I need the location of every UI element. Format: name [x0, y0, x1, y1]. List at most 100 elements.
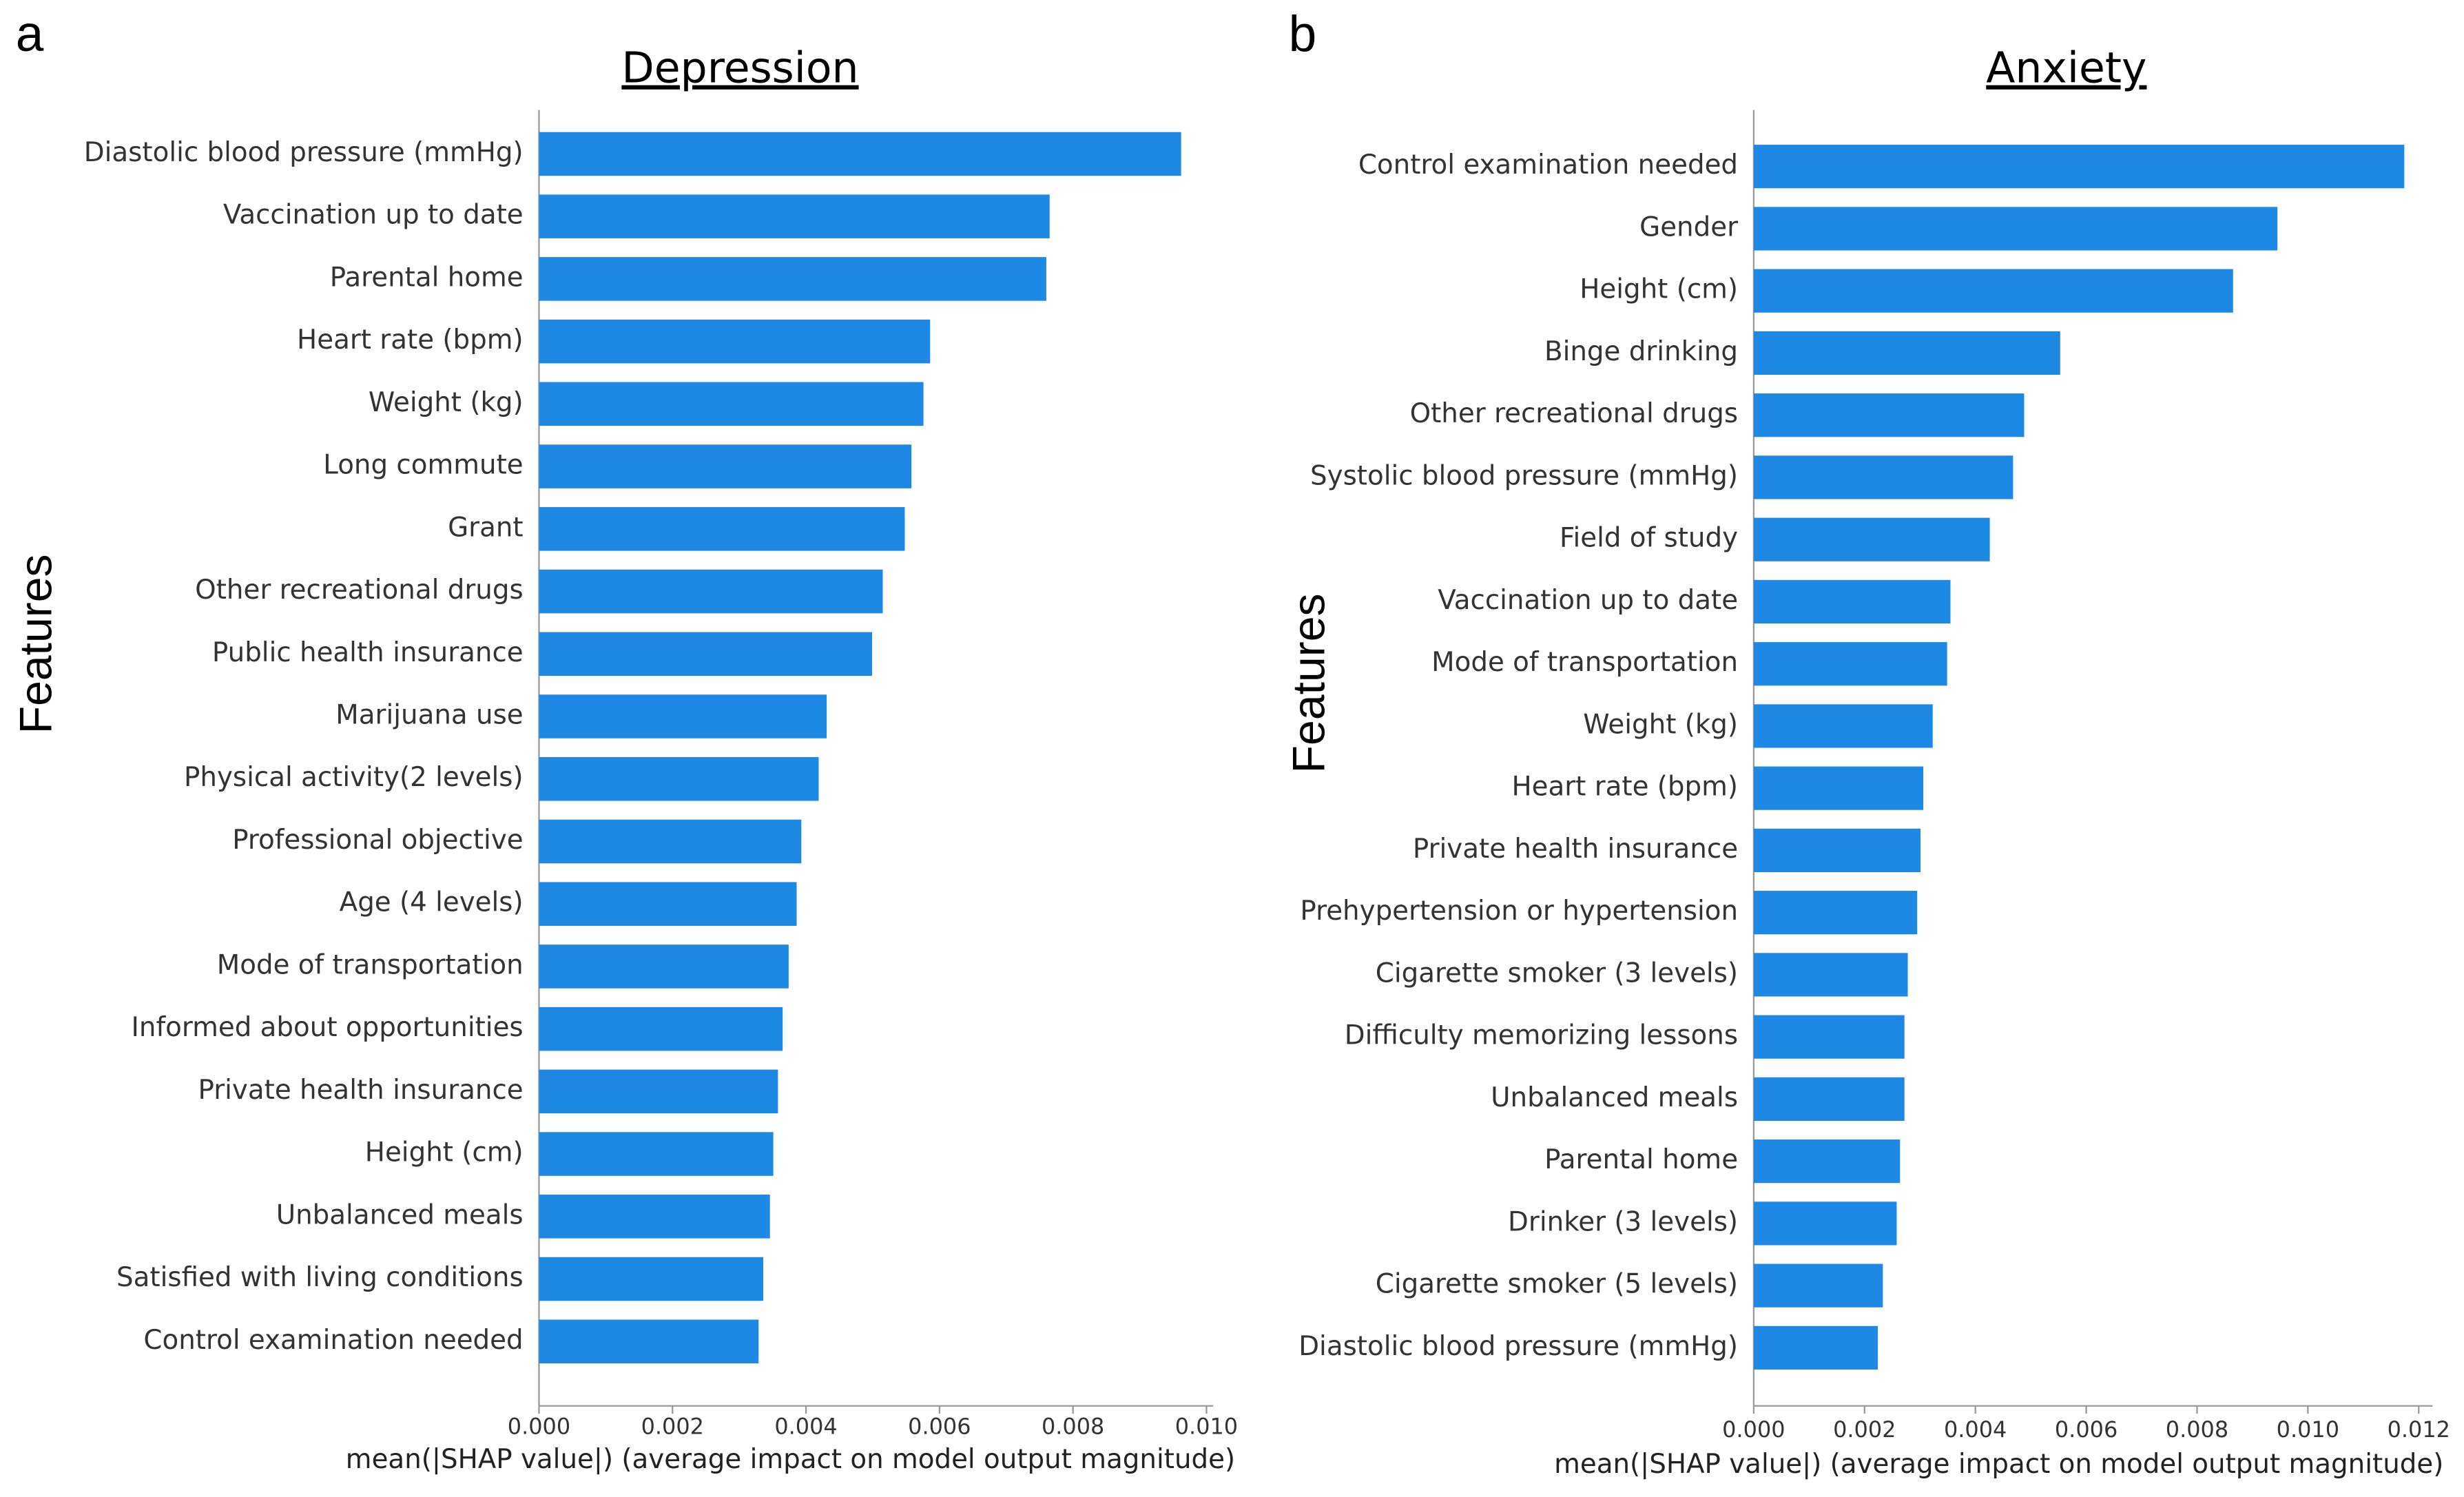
bar: [539, 632, 872, 677]
panel-label: a: [16, 6, 44, 62]
bar: [1753, 1139, 1901, 1184]
category-label: Grant: [448, 512, 524, 543]
bar: [1753, 517, 1990, 561]
category-label: Heart rate (bpm): [297, 324, 524, 355]
category-label: Mode of transportation: [217, 949, 524, 980]
x-tick-label: 0.000: [1722, 1416, 1785, 1443]
bar: [1753, 1263, 1883, 1308]
category-label: Weight (kg): [369, 387, 524, 418]
bar: [539, 194, 1050, 238]
category-label: Diastolic blood pressure (mmHg): [84, 137, 524, 168]
chart-panel: a Depression Features mean(|SHAP value|) (a…: [10, 6, 1238, 1475]
category-label: Other recreational drugs: [1410, 398, 1738, 429]
bar: [1753, 393, 2025, 437]
category-label: Systolic blood pressure (mmHg): [1310, 460, 1738, 491]
bar: [539, 1319, 759, 1364]
bar: [539, 1195, 770, 1239]
bar: [1753, 891, 1918, 935]
category-label: Gender: [1639, 211, 1738, 242]
bar: [1753, 1015, 1905, 1059]
category-label: Mode of transportation: [1431, 647, 1738, 678]
panel-label: b: [1289, 6, 1317, 62]
category-label: Unbalanced meals: [276, 1199, 524, 1230]
category-label: Physical activity(2 levels): [184, 762, 524, 793]
category-label: Professional objective: [232, 825, 523, 856]
bar: [539, 1069, 778, 1114]
category-label: Vaccination up to date: [223, 200, 524, 231]
x-tick-label: 0.010: [2277, 1416, 2339, 1443]
bar: [539, 507, 905, 551]
bar: [1753, 1325, 1878, 1370]
x-tick-label: 0.000: [508, 1414, 570, 1440]
category-label: Age (4 levels): [340, 887, 524, 918]
category-label: Cigarette smoker (5 levels): [1376, 1269, 1738, 1300]
x-axis-label: mean(|SHAP value|) (average impact on mo…: [346, 1444, 1235, 1475]
category-label: Informed about opportunities: [131, 1012, 523, 1043]
category-label: Private health insurance: [198, 1075, 523, 1106]
bar: [539, 1257, 764, 1301]
category-label: Height (cm): [1580, 274, 1738, 305]
bar: [539, 132, 1181, 176]
bar: [539, 694, 827, 739]
bar: [539, 444, 912, 488]
category-label: Parental home: [330, 262, 524, 293]
bar: [1753, 207, 2278, 251]
x-tick-label: 0.008: [2166, 1416, 2228, 1443]
x-tick-label: 0.004: [774, 1414, 837, 1440]
category-label: Long commute: [323, 450, 523, 481]
chart-title: Depression: [621, 43, 858, 93]
category-label: Prehypertension or hypertension: [1300, 896, 1738, 927]
bar: [1753, 953, 1908, 997]
x-tick-label: 0.010: [1175, 1414, 1238, 1440]
category-label: Parental home: [1544, 1144, 1738, 1175]
x-tick-label: 0.002: [1833, 1416, 1896, 1443]
category-label: Difficulty memorizing lessons: [1345, 1020, 1738, 1051]
bar: [539, 257, 1046, 301]
bar: [539, 882, 797, 926]
category-label: Satisfied with living conditions: [116, 1262, 524, 1293]
chart-title: Anxiety: [1986, 43, 2146, 93]
category-label: Public health insurance: [212, 637, 524, 668]
y-axis-label: Features: [1283, 593, 1334, 773]
category-label: Vaccination up to date: [1438, 585, 1738, 616]
category-label: Field of study: [1560, 523, 1738, 554]
category-label: Cigarette smoker (3 levels): [1376, 958, 1738, 989]
bar: [1753, 579, 1951, 624]
bar: [1753, 1077, 1905, 1121]
category-label: Other recreational drugs: [195, 575, 523, 606]
bar: [539, 819, 802, 864]
x-tick-label: 0.002: [641, 1414, 704, 1440]
category-label: Unbalanced meals: [1491, 1082, 1738, 1113]
category-label: Binge drinking: [1544, 336, 1738, 367]
x-axis-label: mean(|SHAP value|) (average impact on mo…: [1554, 1449, 2443, 1480]
category-label: Drinker (3 levels): [1508, 1206, 1738, 1237]
chart-panel: b Anxiety Features mean(|SHAP value|) (aver…: [1283, 6, 2450, 1480]
y-axis-label: Features: [10, 554, 61, 734]
bar: [539, 756, 819, 801]
bar: [539, 319, 931, 364]
bar: [1753, 331, 2060, 375]
category-label: Marijuana use: [335, 700, 523, 731]
bar: [539, 1132, 774, 1176]
bar: [539, 944, 789, 989]
category-label: Weight (kg): [1583, 709, 1738, 740]
bar: [1753, 1201, 1897, 1246]
x-tick-label: 0.006: [908, 1414, 971, 1440]
bar: [539, 382, 924, 426]
bar: [1753, 828, 1921, 872]
category-label: Height (cm): [365, 1137, 524, 1168]
category-label: Private health insurance: [1413, 834, 1738, 865]
bar: [1753, 642, 1947, 686]
bar: [539, 1006, 783, 1051]
bar: [539, 569, 883, 614]
bar: [1753, 269, 2233, 313]
bar: [1753, 704, 1933, 748]
x-tick-label: 0.008: [1042, 1414, 1104, 1440]
x-tick-label: 0.012: [2388, 1416, 2450, 1443]
category-label: Control examination needed: [143, 1325, 523, 1356]
category-label: Heart rate (bpm): [1511, 772, 1738, 803]
category-label: Diastolic blood pressure (mmHg): [1298, 1331, 1738, 1362]
bar: [1753, 766, 1924, 810]
category-label: Control examination needed: [1358, 149, 1738, 180]
